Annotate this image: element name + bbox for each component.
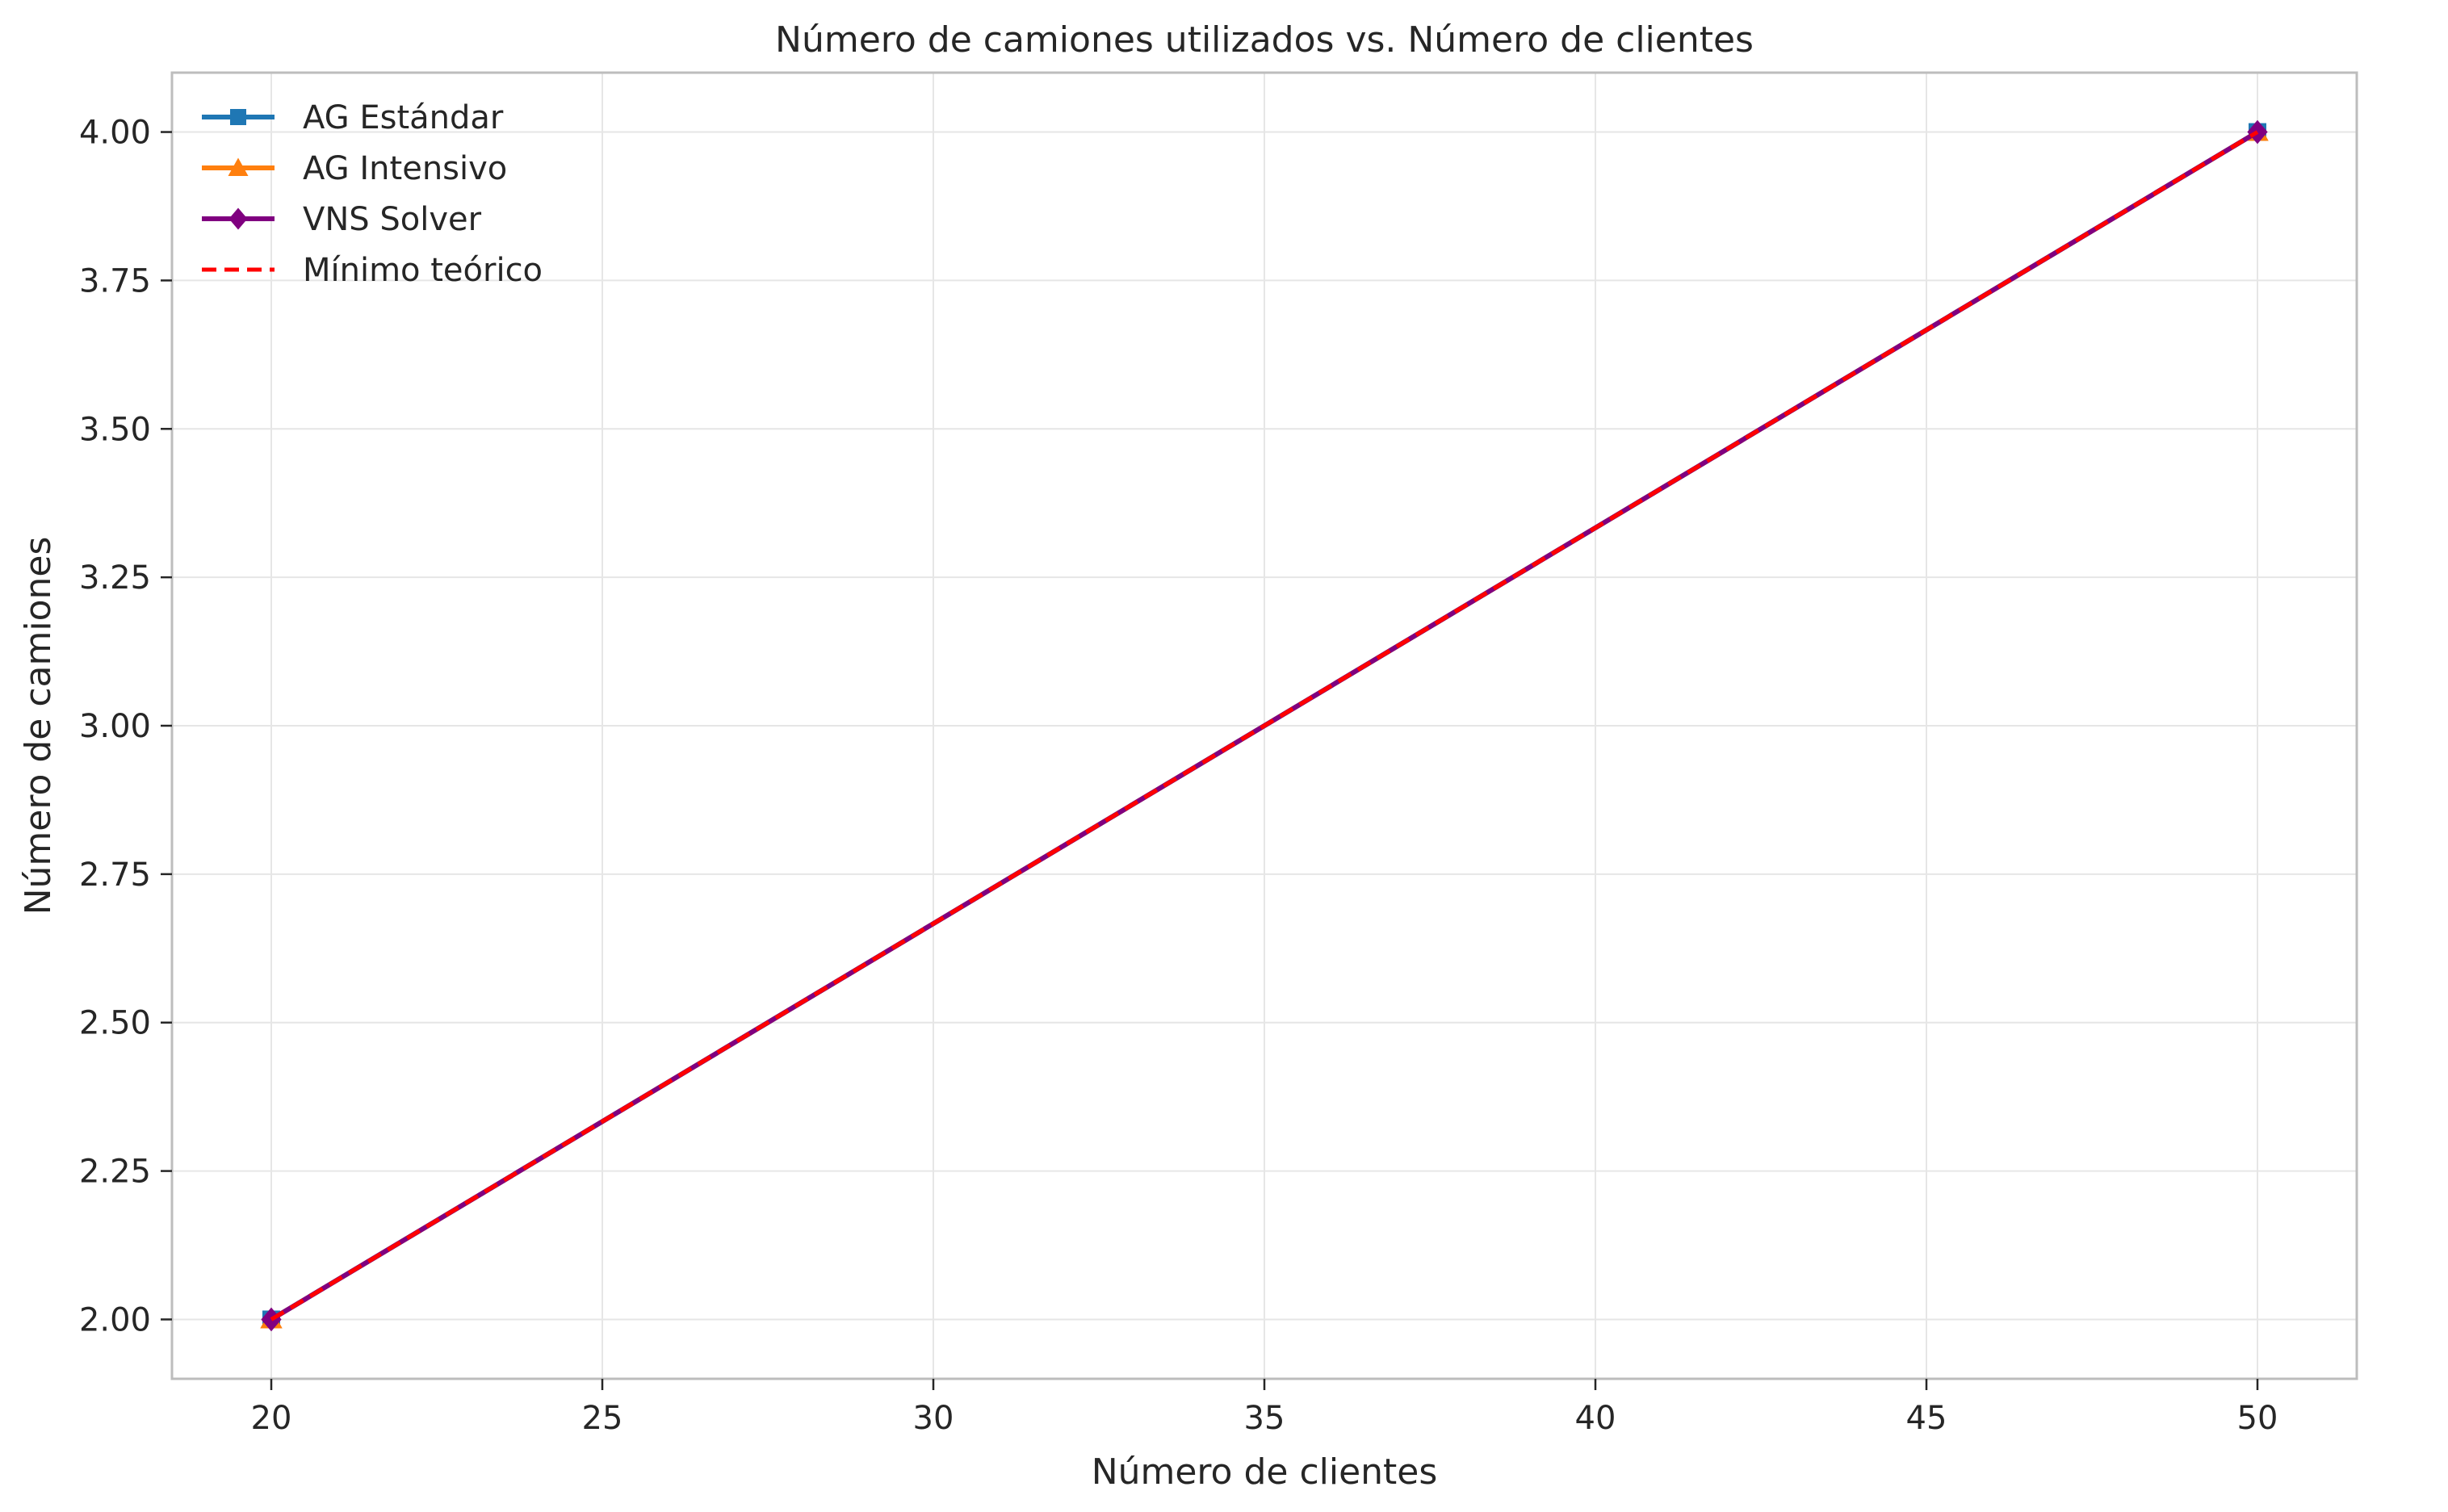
x-tick-label-1: 25 bbox=[582, 1400, 623, 1437]
legend: AG Estándar AG Intensivo VNS Solver Mínimo … bbox=[202, 99, 543, 289]
y-axis-title: Número de camiones bbox=[18, 537, 59, 915]
chart-title: Número de camiones utilizados vs. Número… bbox=[775, 19, 1754, 61]
x-tick-label-5: 45 bbox=[1906, 1400, 1947, 1437]
legend-label-3: Mínimo teórico bbox=[303, 252, 543, 289]
legend-marker-0 bbox=[230, 109, 246, 125]
legend-marker-1 bbox=[228, 157, 249, 176]
legend-label-0: AG Estándar bbox=[303, 99, 504, 136]
x-tick-label-3: 35 bbox=[1244, 1400, 1285, 1437]
x-tick-label-0: 20 bbox=[251, 1400, 292, 1437]
legend-label-2: VNS Solver bbox=[303, 201, 482, 238]
y-tick-label-5: 3.25 bbox=[79, 559, 151, 597]
y-tick-label-6: 3.50 bbox=[79, 411, 151, 448]
y-tick-label-7: 3.75 bbox=[79, 262, 151, 299]
x-tick-label-4: 40 bbox=[1575, 1400, 1616, 1437]
series-line-3 bbox=[270, 130, 2259, 1321]
y-tick-label-2: 2.50 bbox=[79, 1005, 151, 1042]
legend-marker-2 bbox=[228, 207, 248, 230]
legend-label-1: AG Intensivo bbox=[303, 150, 507, 187]
plot-area: 20 25 30 35 40 45 50 2.00 2.25 2.50 2.75 3.00 3.25 3.… bbox=[79, 71, 2358, 1437]
x-axis-title: Número de clientes bbox=[1092, 1451, 1438, 1493]
y-tick-label-4: 3.00 bbox=[79, 708, 151, 745]
y-tick-label-3: 2.75 bbox=[79, 857, 151, 894]
y-tick-label-1: 2.25 bbox=[79, 1154, 151, 1191]
y-tick-label-0: 2.00 bbox=[79, 1301, 151, 1338]
y-tick-label-8: 4.00 bbox=[79, 115, 151, 152]
x-tick-label-6: 50 bbox=[2237, 1400, 2278, 1437]
x-tick-label-2: 30 bbox=[913, 1400, 954, 1437]
